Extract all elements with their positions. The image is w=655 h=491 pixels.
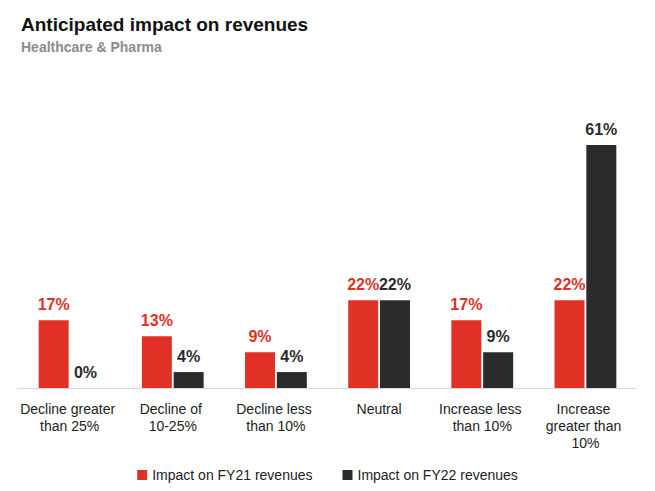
svg-text:4%: 4%	[177, 348, 200, 365]
svg-text:than 10%: than 10%	[453, 418, 512, 434]
svg-text:than 25%: than 25%	[40, 418, 99, 434]
svg-text:than 10%: than 10%	[246, 418, 305, 434]
svg-text:22%: 22%	[347, 276, 379, 293]
svg-text:Impact on FY21 revenues: Impact on FY21 revenues	[152, 467, 312, 483]
svg-text:greater than: greater than	[546, 418, 625, 434]
svg-text:Anticipated impact on revenues: Anticipated impact on revenues	[21, 14, 308, 35]
svg-text:10-25%: 10-25%	[149, 418, 197, 434]
svg-text:Decline greater: Decline greater	[20, 401, 119, 417]
svg-text:4%: 4%	[280, 348, 303, 365]
svg-text:Healthcare & Pharma: Healthcare & Pharma	[21, 39, 162, 55]
svg-text:Increase less: Increase less	[439, 401, 525, 417]
svg-text:13%: 13%	[141, 312, 173, 329]
svg-text:Neutral: Neutral	[357, 401, 402, 417]
svg-text:22%: 22%	[554, 276, 586, 293]
svg-text:22%: 22%	[379, 276, 411, 293]
svg-text:0%: 0%	[74, 364, 97, 381]
svg-text:17%: 17%	[450, 296, 482, 313]
svg-text:9%: 9%	[248, 328, 271, 345]
svg-text:Impact on FY22 revenues: Impact on FY22 revenues	[358, 467, 518, 483]
svg-text:9%: 9%	[487, 328, 510, 345]
svg-text:10%: 10%	[571, 435, 599, 451]
svg-text:Decline less: Decline less	[236, 401, 315, 417]
svg-text:Increase: Increase	[557, 401, 615, 417]
svg-text:61%: 61%	[585, 121, 617, 138]
svg-text:Decline of: Decline of	[140, 401, 206, 417]
svg-text:17%: 17%	[38, 296, 70, 313]
